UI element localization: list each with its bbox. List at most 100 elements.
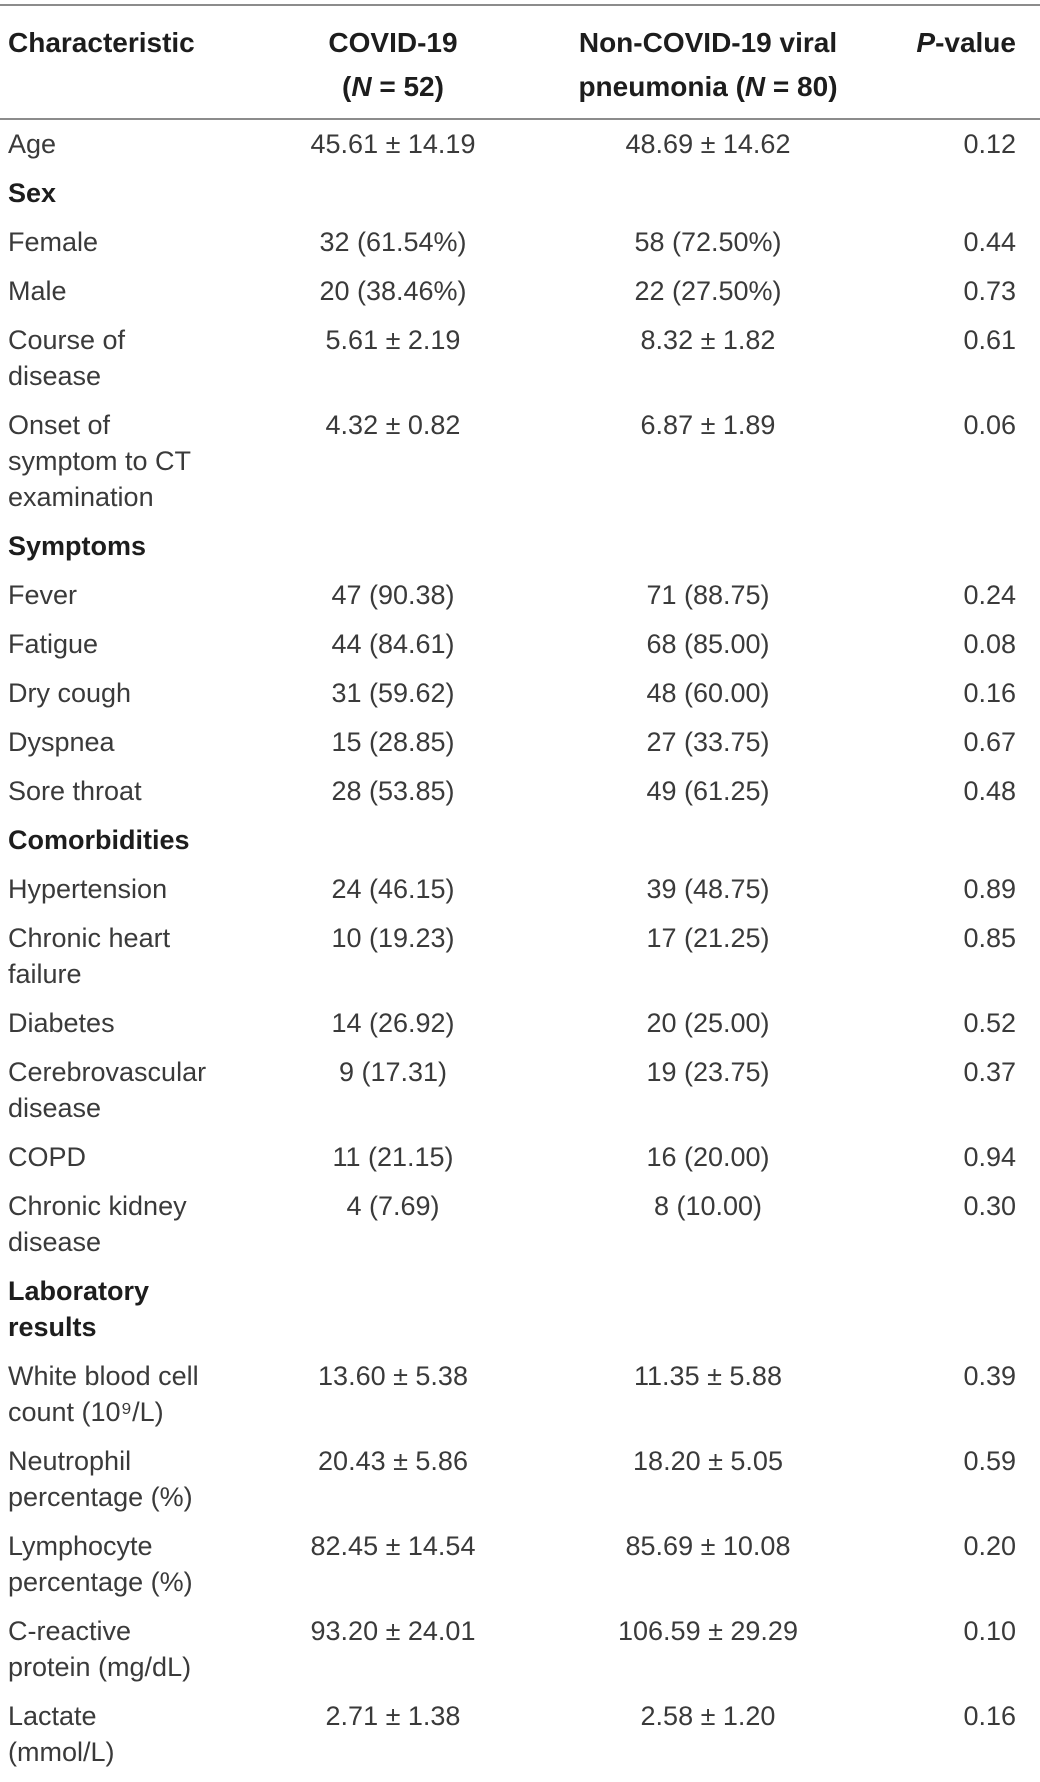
row-label: Female: [8, 227, 99, 257]
header-non-covid19-n-italic: N: [744, 71, 766, 102]
p-value: 0.48: [963, 776, 1016, 806]
covid-value: 10 (19.23): [331, 923, 455, 953]
noncovid-value: 49 (61.25): [646, 776, 770, 806]
table-row-hypertension: Hypertension 24 (46.15) 39 (48.75) 0.89: [0, 865, 1040, 914]
p-value: 0.20: [963, 1531, 1016, 1561]
table-row-dyspnea: Dyspnea 15 (28.85) 27 (33.75) 0.67: [0, 718, 1040, 767]
covid-value: 31 (59.62): [331, 678, 455, 708]
row-label: Dyspnea: [8, 727, 115, 757]
table-section-laboratory-results: Laboratory results: [0, 1267, 1040, 1352]
noncovid-value: 18.20 ± 5.05: [633, 1446, 783, 1476]
row-label: Lactate (mmol/L): [8, 1701, 115, 1767]
header-row: Characteristic COVID-19 (N = 52) Non-COVI…: [0, 4, 1040, 120]
clinical-characteristics-table-container: Characteristic COVID-19 (N = 52) Non-COVI…: [0, 4, 1040, 1777]
noncovid-value: 71 (88.75): [646, 580, 770, 610]
covid-value: 2.71 ± 1.38: [325, 1701, 461, 1731]
noncovid-value: 22 (27.50%): [634, 276, 782, 306]
noncovid-value: 39 (48.75): [646, 874, 770, 904]
noncovid-value: 68 (85.00): [646, 629, 770, 659]
section-label: Comorbidities: [8, 825, 190, 855]
header-covid19-line1: COVID-19: [328, 27, 458, 58]
table-row-fatigue: Fatigue 44 (84.61) 68 (85.00) 0.08: [0, 620, 1040, 669]
table-row-fever: Fever 47 (90.38) 71 (88.75) 0.24: [0, 571, 1040, 620]
noncovid-value: 48 (60.00): [646, 678, 770, 708]
table-row-lactate: Lactate (mmol/L) 2.71 ± 1.38 2.58 ± 1.20…: [0, 1692, 1040, 1777]
table-section-sex: Sex: [0, 169, 1040, 218]
table-row-cerebrovascular-disease: Cerebrovascular disease 9 (17.31) 19 (23…: [0, 1048, 1040, 1133]
noncovid-value: [528, 522, 888, 571]
covid-value: 11 (21.15): [332, 1142, 454, 1172]
p-value: 0.85: [963, 923, 1016, 953]
noncovid-value: [528, 1267, 888, 1352]
covid-value: 44 (84.61): [331, 629, 455, 659]
covid-value: 4.32 ± 0.82: [325, 410, 461, 440]
table-body: Age 45.61 ± 14.19 48.69 ± 14.62 0.12 Sex…: [0, 119, 1040, 1777]
p-value: 0.61: [963, 325, 1016, 355]
noncovid-value: 20 (25.00): [646, 1008, 770, 1038]
covid-value: 14 (26.92): [331, 1008, 455, 1038]
covid-value: 20 (38.46%): [319, 276, 467, 306]
covid-value: 93.20 ± 24.01: [310, 1616, 476, 1646]
table-row-diabetes: Diabetes 14 (26.92) 20 (25.00) 0.52: [0, 999, 1040, 1048]
header-covid19-n-italic: N: [351, 71, 372, 102]
header-non-covid19-n-value: = 80): [765, 71, 838, 102]
p-value: 0.52: [963, 1008, 1016, 1038]
p-value: 0.73: [963, 276, 1016, 306]
covid-value: 20.43 ± 5.86: [318, 1446, 468, 1476]
row-label: Hypertension: [8, 874, 168, 904]
covid-value: 28 (53.85): [331, 776, 455, 806]
header-non-covid19-line2: pneumonia (: [578, 71, 745, 102]
noncovid-value: 106.59 ± 29.29: [618, 1616, 798, 1646]
section-label: Symptoms: [8, 531, 147, 561]
p-value: [888, 816, 1040, 865]
clinical-characteristics-table: Characteristic COVID-19 (N = 52) Non-COVI…: [0, 4, 1040, 1777]
p-value: 0.24: [963, 580, 1016, 610]
row-label: Male: [8, 276, 67, 306]
row-label: Fatigue: [8, 629, 99, 659]
p-value: 0.12: [963, 129, 1016, 159]
header-characteristic: Characteristic: [0, 4, 258, 120]
row-label: White blood cell count (10⁹/L): [8, 1361, 199, 1427]
covid-value: 45.61 ± 14.19: [310, 129, 476, 159]
table-row-sore-throat: Sore throat 28 (53.85) 49 (61.25) 0.48: [0, 767, 1040, 816]
covid-value: 15 (28.85): [331, 727, 455, 757]
noncovid-value: 16 (20.00): [646, 1142, 770, 1172]
row-label: Fever: [8, 580, 78, 610]
p-value: [888, 522, 1040, 571]
row-label: C-reactive protein (mg/dL): [8, 1616, 192, 1682]
covid-value: 4 (7.69): [346, 1191, 440, 1221]
p-value: 0.39: [963, 1361, 1016, 1391]
noncovid-value: 17 (21.25): [646, 923, 770, 953]
section-label: Laboratory results: [8, 1276, 150, 1342]
p-value: [888, 169, 1040, 218]
p-value: 0.16: [963, 1701, 1016, 1731]
noncovid-value: 27 (33.75): [646, 727, 770, 757]
table-section-comorbidities: Comorbidities: [0, 816, 1040, 865]
p-value: 0.59: [963, 1446, 1016, 1476]
row-label: Chronic kidney disease: [8, 1191, 187, 1257]
covid-value: 82.45 ± 14.54: [310, 1531, 476, 1561]
table-row-chronic-heart-failure: Chronic heart failure 10 (19.23) 17 (21.…: [0, 914, 1040, 999]
p-value: 0.16: [963, 678, 1016, 708]
noncovid-value: 6.87 ± 1.89: [640, 410, 776, 440]
table-header: Characteristic COVID-19 (N = 52) Non-COVI…: [0, 4, 1040, 120]
covid-value: [258, 522, 528, 571]
p-value: 0.10: [963, 1616, 1016, 1646]
table-row-age: Age 45.61 ± 14.19 48.69 ± 14.62 0.12: [0, 119, 1040, 169]
table-row-dry-cough: Dry cough 31 (59.62) 48 (60.00) 0.16: [0, 669, 1040, 718]
noncovid-value: 11.35 ± 5.88: [634, 1361, 782, 1391]
header-non-covid19-line1: Non-COVID-19 viral: [578, 27, 838, 58]
noncovid-value: [528, 169, 888, 218]
covid-value: 24 (46.15): [331, 874, 455, 904]
noncovid-value: 58 (72.50%): [634, 227, 782, 257]
header-p-rest: -value: [935, 27, 1016, 58]
covid-value: 32 (61.54%): [319, 227, 467, 257]
p-value: 0.67: [963, 727, 1016, 757]
noncovid-value: [528, 816, 888, 865]
table-row-lymphocyte-percentage: Lymphocyte percentage (%) 82.45 ± 14.54 …: [0, 1522, 1040, 1607]
table-row-neutrophil-percentage: Neutrophil percentage (%) 20.43 ± 5.86 1…: [0, 1437, 1040, 1522]
table-row-course-of-disease: Course of disease 5.61 ± 2.19 8.32 ± 1.8…: [0, 316, 1040, 401]
row-label: Onset of symptom to CT examination: [8, 410, 192, 512]
noncovid-value: 19 (23.75): [646, 1057, 770, 1087]
header-p-italic: P: [916, 27, 936, 58]
